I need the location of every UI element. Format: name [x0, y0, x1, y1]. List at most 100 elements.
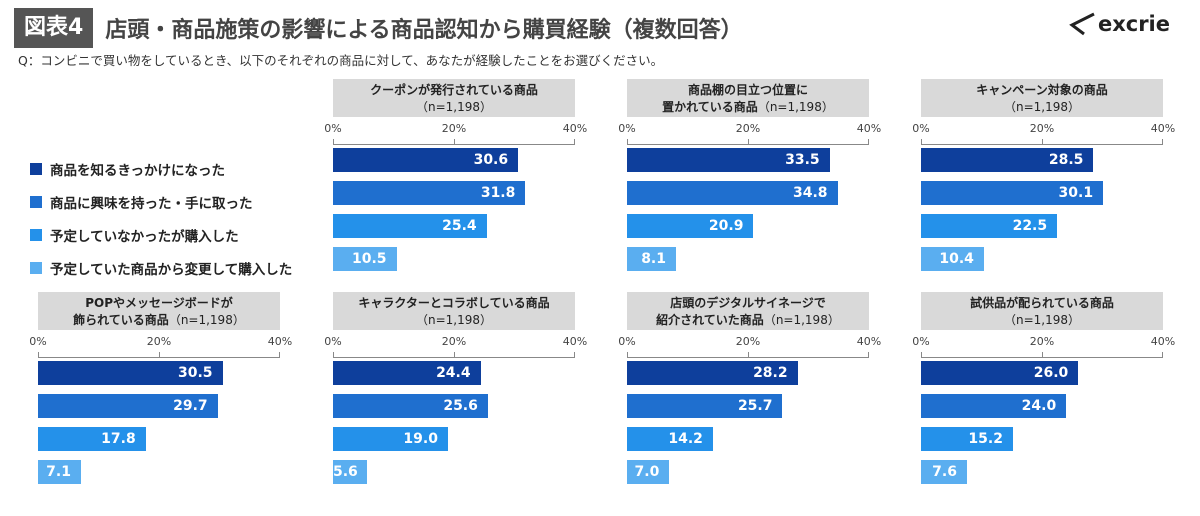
- bar: 30.5: [38, 361, 223, 385]
- bar-value-label: 25.6: [443, 398, 478, 414]
- sample-size: （n=1,198）: [415, 313, 492, 327]
- bar-value-label: 8.1: [641, 251, 666, 267]
- bar-value-label: 20.9: [708, 218, 744, 234]
- bar: 25.4: [333, 214, 487, 238]
- legend-label: 商品を知るきっかけになった: [50, 162, 225, 179]
- bar-value-label: 17.8: [101, 431, 136, 447]
- x-tick-label: 40%: [562, 122, 588, 135]
- legend: 商品を知るきっかけになった 商品に興味を持った・手に取った 予定していなかったが購入…: [30, 152, 292, 284]
- x-tick-labels: 0% 20% 40%: [324, 122, 587, 138]
- x-tick-mark: [627, 352, 628, 358]
- legend-swatch: [30, 162, 42, 175]
- panel-title-line: クーポンが発行されている商品: [370, 83, 538, 97]
- bar-value-label: 24.0: [1021, 398, 1057, 414]
- panel-title: キャラクターとコラボしている商品 （n=1,198）: [333, 292, 575, 330]
- x-tick-mark: [1042, 139, 1043, 145]
- chart-title: 店頭・商品施策の影響による商品認知から購買経験（複数回答）: [105, 18, 743, 43]
- sample-size: （n=1,198）: [763, 313, 840, 327]
- bar-value-label: 31.8: [480, 185, 516, 201]
- panel-title-line: 紹介されていた商品: [656, 313, 764, 327]
- x-tick-labels: 0% 20% 40%: [912, 122, 1175, 138]
- bar-value-label: 29.7: [173, 398, 208, 414]
- bar-value-label: 28.5: [1048, 152, 1084, 168]
- panel-title-line: 飾られている商品: [73, 313, 169, 327]
- x-tick-mark: [921, 352, 922, 358]
- panel-title-line: 店頭のデジタルサイネージで: [670, 296, 826, 310]
- legend-swatch: [30, 195, 42, 208]
- bar: 7.0: [627, 460, 670, 484]
- x-tick-label: 40%: [267, 335, 293, 348]
- bar: 5.6: [333, 460, 367, 484]
- bar-value-label: 26.0: [1033, 365, 1069, 381]
- legend-label: 商品に興味を持った・手に取った: [50, 195, 253, 212]
- bar: 7.6: [921, 460, 967, 484]
- bar-value-label: 10.5: [351, 251, 387, 267]
- question-text: Q：コンビニで買い物をしているとき、以下のそれぞれの商品に対して、あなたが経験し…: [18, 53, 664, 68]
- bar-value-label: 14.2: [668, 431, 703, 447]
- bar: 25.7: [627, 394, 783, 418]
- bar: 8.1: [627, 247, 676, 271]
- x-tick-mark: [748, 139, 749, 145]
- chart-panel: キャラクターとコラボしている商品 （n=1,198） 0% 20% 40% 24.4 25.…: [324, 292, 587, 492]
- x-tick-labels: 0% 20% 40%: [324, 335, 587, 351]
- bar: 10.4: [921, 247, 984, 271]
- x-tick-mark: [627, 139, 628, 145]
- panel-title: 店頭のデジタルサイネージで紹介されていた商品（n=1,198）: [627, 292, 869, 330]
- x-tick-mark: [38, 352, 39, 358]
- bar: 29.7: [38, 394, 218, 418]
- bar: 28.5: [921, 148, 1094, 172]
- x-axis: [921, 138, 1163, 145]
- x-tick-label: 20%: [441, 335, 467, 348]
- bar-value-label: 33.5: [785, 152, 820, 168]
- panel-title-line: 置かれている商品: [662, 100, 758, 114]
- chart-panel: クーポンが発行されている商品 （n=1,198） 0% 20% 40% 30.6 31.8 2…: [324, 79, 587, 279]
- bar-value-label: 7.0: [634, 464, 660, 480]
- bar: 20.9: [627, 214, 754, 238]
- bar-value-label: 15.2: [968, 431, 1003, 447]
- bar: 19.0: [333, 427, 448, 451]
- bar-value-label: 28.2: [753, 365, 788, 381]
- legend-item: 予定していた商品から変更して購入した: [30, 251, 292, 284]
- sample-size: （n=1,198）: [757, 100, 834, 114]
- x-tick-mark: [868, 139, 869, 145]
- x-axis: [627, 138, 869, 145]
- x-tick-mark: [574, 352, 575, 358]
- x-tick-labels: 0% 20% 40%: [29, 335, 292, 351]
- chart-panel: POPやメッセージボードが 飾られている商品（n=1,198） 0% 20% 40% 30…: [29, 292, 292, 492]
- panel-title-line: 商品棚の目立つ位置に: [687, 83, 808, 97]
- x-tick-label: 0%: [618, 122, 636, 135]
- bar: 25.6: [333, 394, 488, 418]
- sample-size: （n=1,198）: [1003, 313, 1080, 327]
- bar: 30.1: [921, 181, 1104, 205]
- x-tick-label: 0%: [912, 122, 930, 135]
- x-tick-label: 0%: [618, 335, 636, 348]
- x-tick-mark: [454, 139, 455, 145]
- x-tick-mark: [333, 139, 334, 145]
- bar: 34.8: [627, 181, 838, 205]
- panel-title-line: キャンペーン対象の商品: [976, 83, 1108, 97]
- chart-panel: 店頭のデジタルサイネージで 紹介されていた商品（n=1,198） 0% 20% 40% 2…: [618, 292, 881, 492]
- x-tick-mark: [1162, 139, 1163, 145]
- panel-title: 試供品が配られている商品 （n=1,198）: [921, 292, 1163, 330]
- bar-value-label: 10.4: [939, 251, 974, 267]
- legend-label: 予定していた商品から変更して購入した: [50, 261, 293, 278]
- bar-value-label: 34.8: [792, 185, 828, 201]
- x-axis: [333, 351, 575, 358]
- panel-title: キャンペーン対象の商品 （n=1,198）: [921, 79, 1163, 117]
- x-tick-mark: [574, 139, 575, 145]
- x-tick-label: 40%: [1150, 122, 1176, 135]
- bar: 24.4: [333, 361, 481, 385]
- bar-value-label: 30.5: [177, 365, 213, 381]
- panel-title-line: 試供品が配られている商品: [970, 296, 1114, 310]
- bar: 33.5: [627, 148, 830, 172]
- bar: 14.2: [627, 427, 713, 451]
- legend-item: 商品に興味を持った・手に取った: [30, 185, 292, 218]
- panel-title-line: キャラクターとコラボしている商品: [358, 296, 550, 310]
- chart-panel: キャンペーン対象の商品 （n=1,198） 0% 20% 40% 28.5 30.1 22.5…: [912, 79, 1175, 279]
- bar: 15.2: [921, 427, 1013, 451]
- bar: 26.0: [921, 361, 1079, 385]
- logo: excrie: [1068, 12, 1170, 36]
- x-tick-label: 20%: [146, 335, 172, 348]
- bar: 22.5: [921, 214, 1058, 238]
- x-tick-label: 40%: [856, 335, 882, 348]
